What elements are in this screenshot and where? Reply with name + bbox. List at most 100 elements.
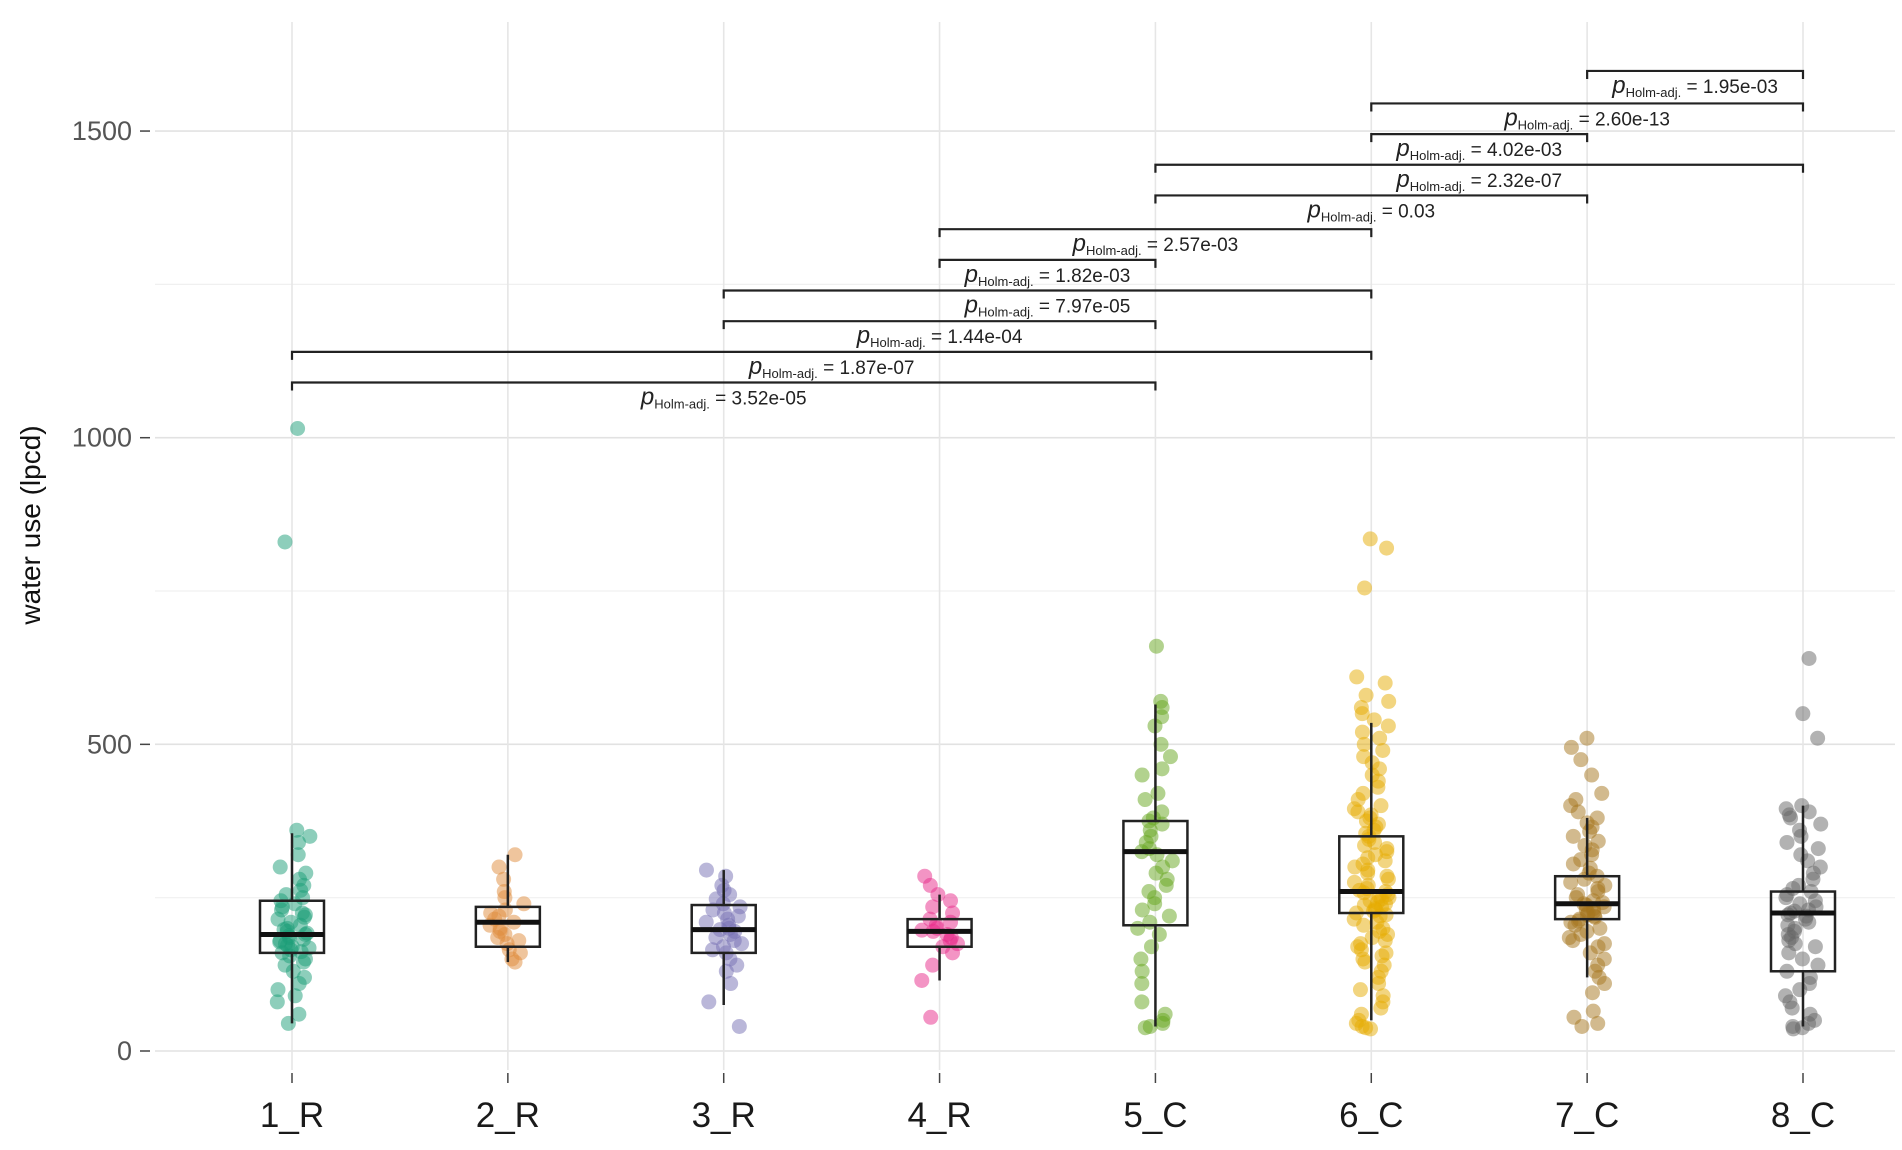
- significance-bracket: pHolm-adj. = 2.57e-03: [938, 228, 1373, 258]
- data-point: [295, 954, 311, 970]
- data-point: [734, 936, 750, 952]
- data-point: [1357, 838, 1373, 854]
- data-point: [1377, 675, 1393, 691]
- box-iqr: [1553, 874, 1621, 921]
- data-point: [1801, 804, 1817, 820]
- x-tick-label: 7_C: [1555, 1096, 1619, 1135]
- data-point: [1354, 724, 1370, 740]
- data-point: [1576, 871, 1592, 887]
- data-point: [1371, 976, 1387, 992]
- significance-bracket: pHolm-adj. = 1.87e-07: [290, 350, 1373, 381]
- data-point: [302, 828, 318, 844]
- data-point: [1154, 761, 1170, 777]
- data-point: [1134, 963, 1150, 979]
- data-point: [705, 942, 721, 958]
- box-plots: [258, 704, 1837, 1027]
- p-value-label: pHolm-adj. = 0.03: [1306, 196, 1435, 224]
- x-tick-label: 2_R: [476, 1096, 540, 1135]
- data-point: [1150, 785, 1166, 801]
- significance-bracket: pHolm-adj. = 1.44e-04: [722, 320, 1157, 350]
- significance-bracket: pHolm-adj. = 2.32e-07: [1154, 163, 1805, 194]
- data-point: [1592, 920, 1608, 936]
- significance-bracket: pHolm-adj. = 1.95e-03: [1586, 69, 1805, 100]
- p-value-label: pHolm-adj. = 1.87e-07: [748, 353, 915, 381]
- data-point: [1354, 706, 1370, 722]
- significance-bracket: pHolm-adj. = 7.97e-05: [722, 289, 1373, 320]
- data-point: [1597, 976, 1613, 992]
- data-point: [1357, 954, 1373, 970]
- x-axis: 1_R 2_R 3_R 4_R 5_C 6_C 7_C 8_C: [260, 1073, 1835, 1135]
- data-point: [1785, 1021, 1801, 1037]
- data-point: [723, 976, 739, 992]
- y-axis-title: water use (lpcd): [15, 425, 46, 625]
- data-point: [1360, 865, 1376, 881]
- p-value-label: pHolm-adj. = 3.52e-05: [640, 384, 807, 412]
- data-point: [1377, 853, 1393, 869]
- data-point: [285, 963, 301, 979]
- data-point: [1793, 828, 1809, 844]
- x-tick-label: 8_C: [1771, 1096, 1835, 1135]
- data-point: [1134, 976, 1150, 992]
- data-point: [1807, 939, 1823, 955]
- data-point: [291, 1006, 307, 1022]
- data-point: [1565, 828, 1581, 844]
- p-value-label: pHolm-adj. = 7.97e-05: [964, 292, 1131, 320]
- data-point: [1155, 1015, 1171, 1031]
- p-value-label: pHolm-adj. = 1.44e-04: [856, 322, 1023, 350]
- data-point: [1130, 920, 1146, 936]
- x-tick-label: 1_R: [260, 1096, 324, 1135]
- data-point: [290, 847, 306, 863]
- data-point: [507, 847, 523, 863]
- significance-bracket: pHolm-adj. = 0.03: [1154, 194, 1589, 224]
- data-point: [1805, 871, 1821, 887]
- data-point: [923, 1009, 939, 1025]
- significance-bracket: pHolm-adj. = 3.52e-05: [290, 381, 1157, 412]
- data-point: [731, 1018, 747, 1034]
- data-point: [1133, 951, 1149, 967]
- data-point: [1813, 816, 1829, 832]
- data-point: [1366, 712, 1382, 728]
- x-tick-label: 5_C: [1123, 1096, 1187, 1135]
- data-point: [1352, 982, 1368, 998]
- data-point: [1565, 933, 1581, 949]
- data-point: [1134, 902, 1150, 918]
- data-point: [1585, 1003, 1601, 1019]
- box-iqr: [1338, 835, 1405, 915]
- box-iqr: [258, 899, 326, 955]
- data-point: [1358, 687, 1374, 703]
- data-point: [516, 896, 532, 912]
- x-tick-label: 3_R: [692, 1096, 756, 1135]
- data-point: [1810, 841, 1826, 857]
- data-point: [1778, 890, 1794, 906]
- data-point: [698, 914, 714, 930]
- data-point: [1574, 1018, 1590, 1034]
- data-point: [1134, 767, 1150, 783]
- y-tick-label: 1500: [72, 116, 132, 146]
- data-point: [1573, 752, 1589, 768]
- y-tick-label: 500: [87, 729, 132, 759]
- data-point: [1584, 985, 1600, 1001]
- data-point: [1801, 650, 1817, 666]
- data-point: [1379, 540, 1395, 556]
- data-point: [925, 957, 941, 973]
- data-point: [1563, 739, 1579, 755]
- data-point: [1137, 792, 1153, 808]
- data-point: [1134, 994, 1150, 1010]
- p-value-label: pHolm-adj. = 2.57e-03: [1072, 230, 1239, 258]
- data-point: [930, 887, 946, 903]
- data-point: [1779, 834, 1795, 850]
- data-point: [1373, 1000, 1389, 1016]
- data-point: [1347, 859, 1363, 875]
- data-point: [507, 954, 523, 970]
- data-point: [291, 976, 307, 992]
- bracket-line: [290, 350, 1373, 360]
- data-point: [1570, 804, 1586, 820]
- data-point: [1158, 877, 1174, 893]
- data-point: [511, 933, 527, 949]
- bracket-line: [1370, 133, 1589, 143]
- data-point: [925, 899, 941, 915]
- bracket-line: [1154, 163, 1805, 173]
- box-iqr: [1122, 819, 1189, 927]
- significance-bracket: pHolm-adj. = 4.02e-03: [1370, 133, 1589, 163]
